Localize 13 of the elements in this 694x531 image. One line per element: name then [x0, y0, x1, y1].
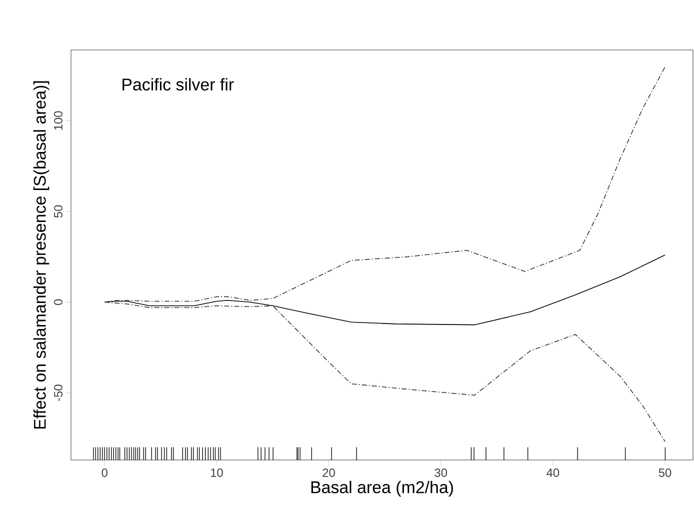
- x-axis-title: Basal area (m2/ha): [311, 480, 453, 497]
- x-tick-label: 40: [546, 468, 560, 477]
- y-axis-title: Effect on salamander presence [S(basal area)]: [33, 81, 50, 429]
- y-tick-label: -50: [54, 384, 62, 401]
- x-tick-label: 0: [102, 468, 108, 477]
- x-tick-label: 20: [322, 468, 335, 477]
- x-tick-label: 30: [434, 468, 448, 477]
- y-tick-label: 50: [54, 205, 62, 218]
- y-tick-label: 0: [54, 299, 62, 306]
- x-tick-label: 50: [658, 468, 672, 477]
- annotation: Pacific silver fir: [122, 78, 234, 91]
- y-tick-label: 100: [54, 111, 62, 130]
- x-tick-label: 10: [210, 468, 223, 477]
